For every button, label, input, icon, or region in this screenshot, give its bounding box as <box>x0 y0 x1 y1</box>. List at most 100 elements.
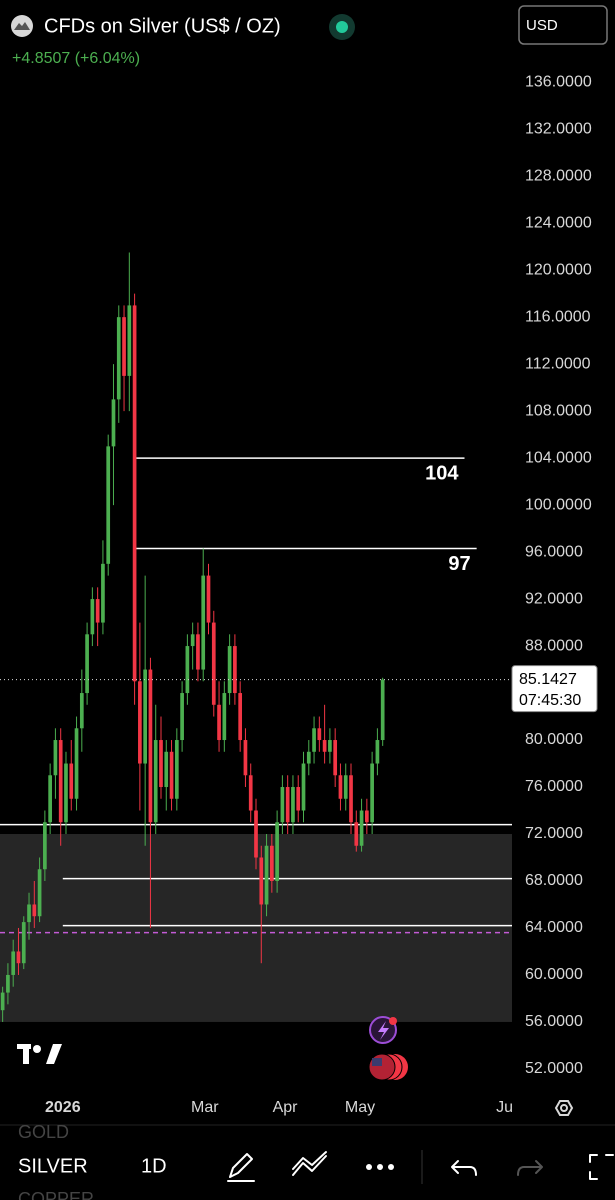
candle-body <box>32 904 37 917</box>
y-tick-label: 92.0000 <box>525 590 583 607</box>
y-tick-label: 120.0000 <box>525 261 592 278</box>
countdown: 07:45:30 <box>519 692 581 709</box>
candle-body <box>122 317 126 376</box>
candle-body <box>243 740 248 776</box>
candle-body <box>254 810 258 858</box>
candle-body <box>174 740 179 799</box>
candle-body <box>196 634 200 670</box>
candle-body <box>364 810 369 823</box>
fullscreen[interactable] <box>589 1154 614 1180</box>
last-price-label: 85.1427 <box>519 671 577 688</box>
y-tick-label: 52.0000 <box>525 1060 583 1077</box>
candle-body <box>116 317 121 400</box>
y-tick-label: 60.0000 <box>525 966 583 983</box>
candle-body <box>90 599 95 635</box>
candle-body <box>338 775 343 799</box>
prev-symbol[interactable]: GOLD <box>18 1122 69 1142</box>
candle-body <box>248 775 253 811</box>
candle-body <box>280 787 285 823</box>
candle-body <box>153 740 158 823</box>
candle-body <box>127 305 132 376</box>
candle-body <box>296 787 301 811</box>
market-status-dot <box>336 21 348 33</box>
next-symbol[interactable]: COPPER <box>18 1189 94 1200</box>
candle-body <box>275 822 279 881</box>
symbol-icon-glyph <box>14 22 30 30</box>
candle-body <box>11 951 16 975</box>
candle-body <box>227 646 232 694</box>
candle-body <box>375 740 380 764</box>
price-change: +4.8507 (+6.04%) <box>12 50 140 67</box>
candle-body <box>349 775 353 823</box>
candle-body <box>79 693 84 729</box>
candle-body <box>95 599 100 623</box>
candle-body <box>328 740 332 752</box>
candle-body <box>233 646 237 694</box>
candle-body <box>285 787 290 823</box>
candle-body <box>27 904 31 923</box>
candle-body <box>359 810 364 846</box>
symbol[interactable]: SILVER <box>18 1155 88 1177</box>
y-tick-label: 108.0000 <box>525 402 592 419</box>
y-tick-label: 104.0000 <box>525 449 592 466</box>
level-label: 104 <box>425 462 459 484</box>
last-price-box <box>511 665 598 713</box>
candle-body <box>6 974 10 993</box>
y-tick-label: 76.0000 <box>525 778 583 795</box>
candle-body <box>101 563 105 623</box>
y-tick-label: 124.0000 <box>525 214 592 231</box>
x-tick-label: Ju <box>496 1099 513 1116</box>
indicators-tool[interactable] <box>292 1151 327 1176</box>
candle-body <box>37 869 42 917</box>
y-tick-label: 64.0000 <box>525 919 583 936</box>
economic-event-flag[interactable] <box>368 1053 396 1081</box>
x-tick-label: Apr <box>273 1099 299 1116</box>
y-tick-label: 68.0000 <box>525 872 583 889</box>
x-tick-label: May <box>345 1099 375 1116</box>
flag-canton <box>372 1058 382 1066</box>
candle-body <box>0 992 5 1011</box>
candle-body <box>148 669 153 823</box>
candle-body <box>58 740 63 823</box>
candle-body <box>312 728 316 752</box>
interval[interactable]: 1D <box>141 1155 167 1177</box>
candle-body <box>380 679 385 741</box>
currency-button[interactable] <box>518 5 608 45</box>
candle-body <box>106 446 111 564</box>
candle-body <box>238 693 243 741</box>
y-tick-label: 72.0000 <box>525 825 583 842</box>
candle-body <box>301 763 306 811</box>
y-tick-label: 132.0000 <box>525 120 592 137</box>
more-menu[interactable] <box>366 1164 394 1170</box>
x-tick-label: Mar <box>191 1099 219 1116</box>
candle-body <box>211 622 216 705</box>
candle-body <box>269 845 274 881</box>
candle-body <box>74 728 79 799</box>
candle-body <box>291 787 295 823</box>
candle-body <box>138 681 142 764</box>
candle-body <box>53 740 58 776</box>
redo[interactable] <box>517 1160 543 1176</box>
tradingview-logo <box>17 1044 62 1064</box>
y-tick-label: 116.0000 <box>525 308 591 325</box>
candle-body <box>259 857 264 905</box>
undo[interactable] <box>451 1160 477 1176</box>
settings-icon[interactable] <box>554 1100 574 1116</box>
x-tick-label: 2026 <box>45 1099 81 1116</box>
candle-body <box>370 763 374 823</box>
candle-body <box>190 634 195 647</box>
draw-tool[interactable] <box>227 1153 255 1182</box>
candle-body <box>164 751 169 788</box>
candle-body <box>69 763 74 799</box>
y-tick-label: 88.0000 <box>525 637 583 654</box>
candle-body <box>222 693 227 741</box>
candle-body <box>169 751 174 799</box>
candle-body <box>333 740 338 776</box>
chart-title[interactable]: CFDs on Silver (US$ / OZ) <box>44 15 281 37</box>
candle-body <box>21 922 26 964</box>
y-tick-label: 112.0000 <box>525 355 591 372</box>
candle-body <box>48 775 52 823</box>
currency-label[interactable]: USD <box>526 17 558 34</box>
y-tick-label: 56.0000 <box>525 1013 583 1030</box>
